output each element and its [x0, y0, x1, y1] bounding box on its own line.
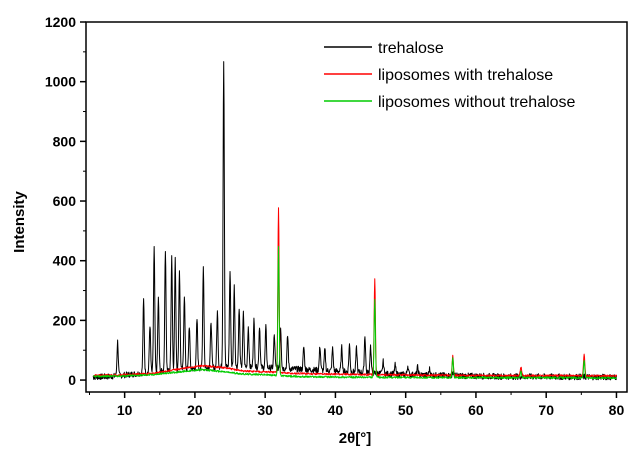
x-tick-label: 30	[257, 402, 273, 418]
y-tick-label: 800	[53, 133, 77, 149]
y-axis-label: Intensity	[11, 191, 28, 253]
x-tick-label: 10	[117, 402, 133, 418]
x-axis-label: 2θ[°]	[339, 430, 371, 447]
plot-frame	[85, 21, 628, 393]
y-tick-label: 400	[53, 253, 77, 269]
legend-label: trehalose	[378, 40, 444, 57]
y-tick-label: 0	[68, 372, 76, 388]
series-layer	[92, 61, 617, 381]
series-line-liposomes-without-trehalose	[92, 245, 617, 380]
legend: trehalose liposomes with trehalose liposom…	[324, 40, 576, 111]
y-tick-label: 200	[53, 312, 77, 328]
y-tick-label: 1200	[45, 14, 76, 30]
x-tick-label: 40	[328, 402, 344, 418]
x-tick-label: 80	[609, 402, 625, 418]
y-tick-label: 1000	[45, 74, 76, 90]
x-tick-label: 70	[538, 402, 554, 418]
legend-label: liposomes without trehalose	[378, 94, 576, 111]
x-tick-label: 60	[468, 402, 484, 418]
legend-label: liposomes with trehalose	[378, 67, 553, 84]
x-tick-label: 20	[187, 402, 203, 418]
series-line-liposomes-with-trehalose	[92, 207, 617, 378]
x-tick-label: 50	[398, 402, 414, 418]
y-tick-label: 600	[53, 193, 77, 209]
